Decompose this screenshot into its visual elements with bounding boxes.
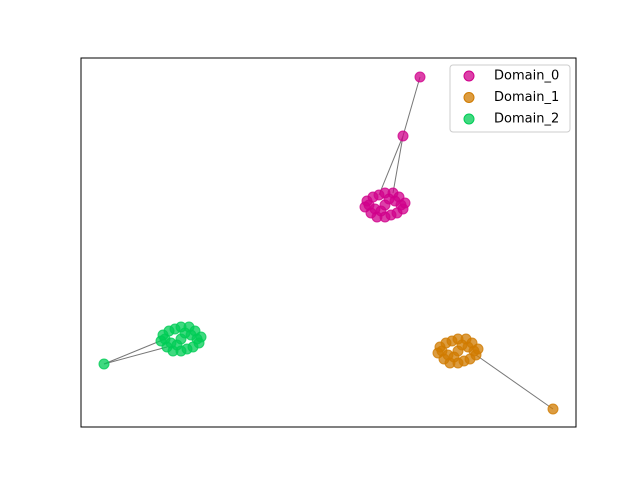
- point: [179, 327, 191, 339]
- edges: [103, 76, 554, 410]
- edge: [103, 338, 166, 365]
- point: [98, 358, 110, 370]
- legend-label: Domain_0: [494, 69, 559, 84]
- point: [399, 197, 411, 209]
- legend-marker: [463, 92, 475, 103]
- point: [171, 339, 183, 351]
- edge: [392, 135, 404, 194]
- edge: [378, 135, 404, 196]
- edge: [402, 76, 421, 137]
- legend-label: Domain_1: [494, 90, 559, 105]
- point: [195, 331, 207, 343]
- points: [98, 71, 559, 415]
- point: [432, 347, 444, 359]
- edge: [475, 354, 554, 410]
- point: [547, 403, 559, 415]
- legend-label: Domain_2: [494, 112, 559, 127]
- point: [448, 351, 460, 363]
- point: [397, 130, 409, 142]
- legend: Domain_0 Domain_1 Domain_2: [463, 69, 559, 127]
- legend-marker: [463, 70, 475, 82]
- point: [472, 343, 484, 355]
- edge: [103, 346, 168, 365]
- point: [155, 335, 167, 347]
- point: [456, 339, 468, 351]
- point: [414, 71, 426, 83]
- point: [359, 201, 371, 213]
- point: [375, 205, 387, 217]
- legend-marker: [463, 113, 475, 125]
- legend-box: [449, 64, 571, 133]
- point: [383, 193, 395, 205]
